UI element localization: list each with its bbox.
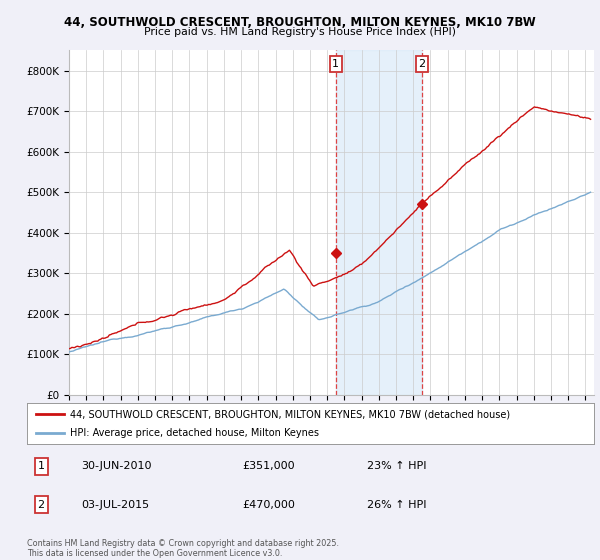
- Text: 26% ↑ HPI: 26% ↑ HPI: [367, 500, 427, 510]
- Text: Price paid vs. HM Land Registry's House Price Index (HPI): Price paid vs. HM Land Registry's House …: [144, 27, 456, 37]
- Text: 1: 1: [332, 59, 340, 69]
- Text: 2: 2: [418, 59, 425, 69]
- Text: Contains HM Land Registry data © Crown copyright and database right 2025.
This d: Contains HM Land Registry data © Crown c…: [27, 539, 339, 558]
- Text: 23% ↑ HPI: 23% ↑ HPI: [367, 461, 427, 472]
- Text: 1: 1: [38, 461, 44, 472]
- Text: 44, SOUTHWOLD CRESCENT, BROUGHTON, MILTON KEYNES, MK10 7BW (detached house): 44, SOUTHWOLD CRESCENT, BROUGHTON, MILTO…: [70, 409, 509, 419]
- Text: 30-JUN-2010: 30-JUN-2010: [81, 461, 151, 472]
- Text: 2: 2: [38, 500, 45, 510]
- Text: 44, SOUTHWOLD CRESCENT, BROUGHTON, MILTON KEYNES, MK10 7BW: 44, SOUTHWOLD CRESCENT, BROUGHTON, MILTO…: [64, 16, 536, 29]
- Text: 03-JUL-2015: 03-JUL-2015: [81, 500, 149, 510]
- Text: £470,000: £470,000: [242, 500, 295, 510]
- Bar: [336, 50, 422, 395]
- Text: £351,000: £351,000: [242, 461, 295, 472]
- Text: HPI: Average price, detached house, Milton Keynes: HPI: Average price, detached house, Milt…: [70, 428, 319, 438]
